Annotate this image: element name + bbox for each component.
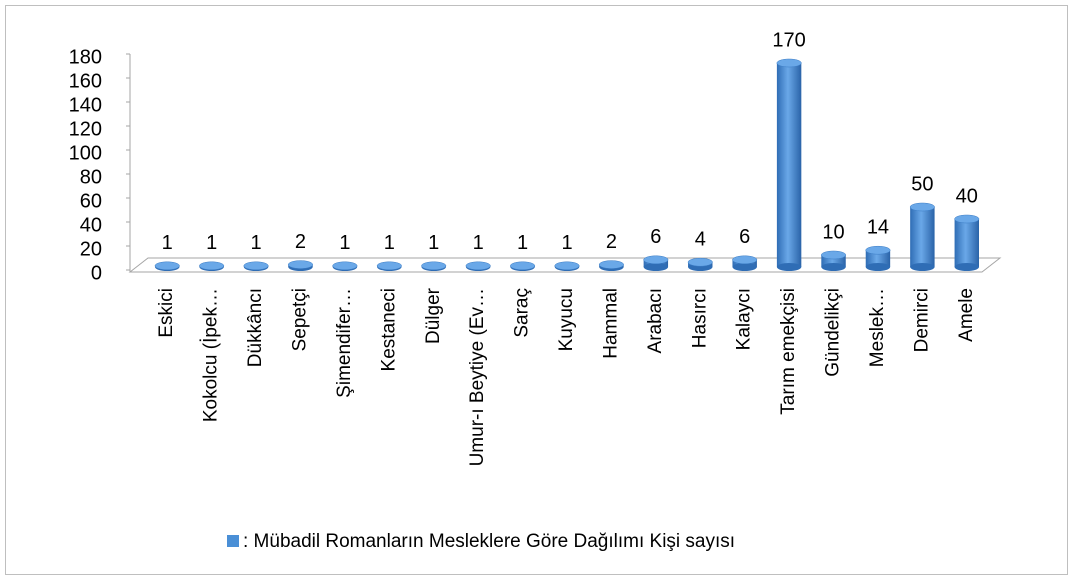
y-tick-label: 160 [69,70,102,92]
bar [954,219,980,267]
value-label: 6 [739,226,750,248]
bar-top [421,261,447,271]
y-tick-label: 100 [69,142,102,164]
bar-top [376,261,402,271]
value-label: 1 [517,232,528,254]
legend-label: : Mübadil Romanların Mesleklere Göre Dağ… [243,531,735,552]
x-tick-label: Kalaycı [734,288,755,350]
x-tick-label: Gündelikçi [823,288,844,377]
y-tick-label: 120 [69,118,102,140]
bar-base [643,263,669,271]
bar [910,207,935,267]
value-label: 14 [867,216,889,238]
bar-top [510,261,536,271]
x-tick-label: Dülger [423,287,444,344]
value-label: 1 [162,232,173,254]
x-tick-label: Hasırcı [689,288,710,348]
x-tick-label: Amele [956,288,977,342]
bar-base [865,263,891,271]
x-tick-label: Saraç [512,288,533,338]
value-label: 1 [206,232,217,254]
bar-top [776,58,802,68]
bar-top [199,261,225,271]
y-tick-label: 180 [69,46,102,68]
bar-base [954,263,980,271]
legend-marker [227,535,239,547]
x-tick-label: Eskici [156,288,177,338]
bar [776,63,802,267]
y-tick-label: 60 [80,190,102,212]
y-tick-label: 20 [80,238,102,260]
value-label: 1 [561,232,572,254]
bar-top [909,202,935,212]
bar-top [954,214,980,224]
bar-top [288,260,313,269]
bar-top [732,255,758,265]
x-tick-label: Hammal [600,288,621,359]
bar-top [332,261,358,271]
x-tick-label: Kestaneci [378,288,399,371]
value-label: 50 [911,173,933,195]
bar-base [910,263,935,271]
value-label: 2 [295,231,306,253]
x-tick-label: Umur-ı Beytiye (Ev… [467,288,488,466]
value-label: 10 [822,221,844,243]
bar-base [776,263,802,271]
y-tick-label: 0 [91,262,102,284]
value-label: 1 [250,232,261,254]
bar-top [865,245,891,255]
y-tick-label: 40 [80,214,102,236]
bar [865,250,891,267]
x-tick-label: Dükkâncı [245,288,266,367]
value-label: 6 [650,226,661,248]
y-tick-label: 140 [69,94,102,116]
x-tick-label: Kuyucu [556,288,577,351]
bar-top [687,257,713,267]
chart-border [5,5,1068,575]
bar-top [154,261,180,271]
x-tick-label: Arabacı [645,288,666,353]
value-label: 40 [956,185,978,207]
x-tick-label: Şimendifer… [334,288,355,398]
value-label: 2 [606,231,617,253]
value-label: 1 [473,232,484,254]
bar-top [465,261,491,271]
x-tick-label: Tarım emekçisi [778,288,799,415]
bar-top [554,261,580,271]
value-label: 1 [339,232,350,254]
x-tick-label: Meslek… [867,288,888,367]
value-label: 1 [428,232,439,254]
bar-base [821,263,846,271]
bar-top [243,261,269,271]
bar-base [732,263,757,271]
y-tick-label: 80 [80,166,102,188]
bar-top [598,260,624,269]
bar-top [643,255,669,265]
bar-top [821,250,846,260]
x-tick-label: Demirci [911,288,932,352]
x-tick-label: Kokolcu (İpek… [201,288,222,422]
value-label: 1 [384,232,395,254]
value-label: 4 [695,228,706,250]
value-label: 170 [772,29,805,51]
x-tick-label: Sepetçi [289,288,310,351]
